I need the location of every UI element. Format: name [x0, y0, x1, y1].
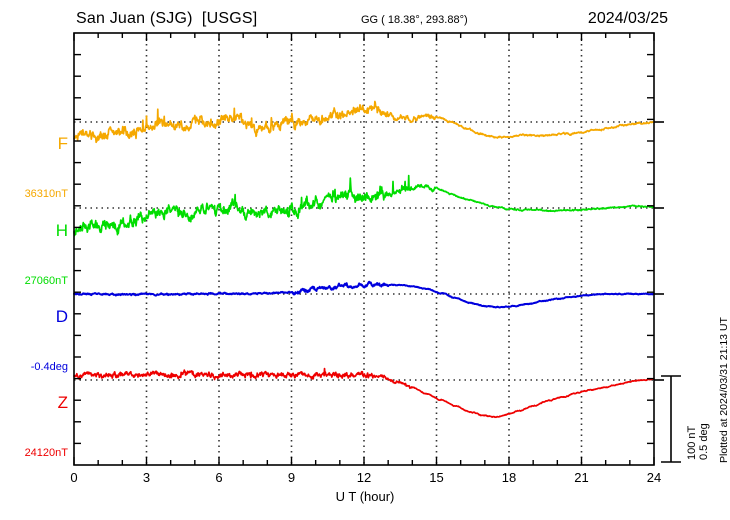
- component-label-d: D -0.4deg: [4, 272, 68, 410]
- trace-layer: [73, 100, 655, 419]
- component-value-h: 27060nT: [24, 275, 68, 287]
- observation-date: 2024/03/25: [587, 10, 668, 27]
- x-tick-0: 0: [70, 470, 78, 485]
- x-tick-15: 15: [429, 470, 444, 485]
- trace-z: [73, 367, 655, 419]
- plotted-timestamp: Plotted at 2024/03/31 21:13 UT: [718, 317, 730, 463]
- component-letter-d: D: [55, 307, 68, 326]
- scale-bar: [654, 121, 681, 463]
- trace-f: [73, 100, 655, 144]
- x-tick-3: 3: [142, 470, 151, 485]
- scale-bar-label: 100 nT 0.5 deg: [686, 423, 710, 460]
- component-label-h: H 27060nT: [4, 186, 68, 324]
- component-label-z: Z 24120nT: [4, 358, 68, 496]
- component-letter-h: H: [55, 221, 68, 240]
- component-label-f: F 36310nT: [4, 99, 68, 237]
- geographic-coordinates: GG ( 18.38°, 293.88°): [361, 14, 468, 26]
- component-value-z: 24120nT: [24, 447, 68, 459]
- scale-bar-line2: 0.5 deg: [698, 423, 710, 460]
- x-tick-21: 21: [574, 470, 589, 485]
- component-value-d: -0.4deg: [30, 361, 68, 373]
- component-value-f: 36310nT: [24, 188, 68, 200]
- x-tick-18: 18: [501, 470, 517, 485]
- station-title: San Juan (SJG) [USGS]: [76, 10, 258, 27]
- trace-d: [73, 280, 655, 309]
- x-tick-6: 6: [215, 470, 223, 485]
- x-tick-12: 12: [356, 470, 372, 485]
- component-letter-z: Z: [57, 393, 68, 412]
- trace-h: [73, 174, 655, 237]
- x-tick-9: 9: [287, 470, 296, 485]
- x-tick-24: 24: [646, 470, 662, 485]
- plot-frame: [73, 32, 655, 466]
- scale-bar-line1: 100 nT: [686, 425, 698, 460]
- x-axis-title: U T (hour): [335, 489, 395, 504]
- grid-layer: [145, 33, 583, 465]
- component-letter-f: F: [57, 134, 68, 153]
